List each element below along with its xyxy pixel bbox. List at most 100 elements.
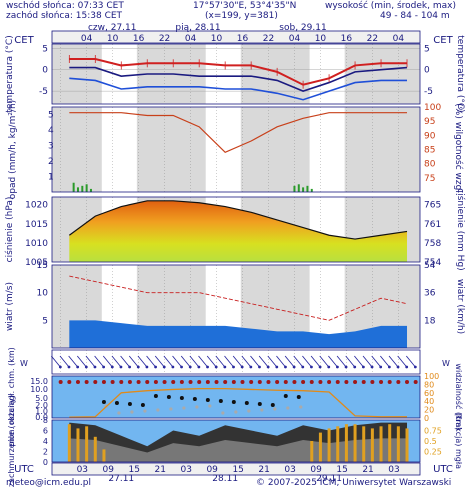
night-shade — [52, 44, 102, 104]
temp-series-line — [69, 66, 408, 92]
pressure-ytick-right: 754 — [424, 258, 441, 268]
wind-direction-arrow — [310, 355, 321, 368]
wind-direction-arrow — [128, 355, 139, 368]
precip-bar — [297, 184, 300, 192]
cloud-layer-dot — [273, 407, 277, 411]
fog-bar — [362, 426, 366, 462]
fog-bar — [405, 428, 409, 462]
wind-arrow-head — [387, 365, 391, 369]
bottom-hour-label: 03 — [388, 465, 399, 475]
temp-ytick-right: 5 — [424, 44, 430, 54]
wind-direction-arrow — [336, 355, 347, 368]
visibility-ytick: 20 — [424, 406, 434, 415]
wind-arrow-head — [396, 365, 400, 369]
coordinates-text: 17°57'30"E, 53°4'35"N — [193, 1, 297, 11]
top-hour-label: 04 — [81, 34, 93, 44]
cloud-top-dot — [396, 380, 401, 384]
cloud-top-dot — [188, 380, 193, 384]
cloud-top-dot — [249, 380, 254, 384]
temp-ytick-right: 0 — [424, 66, 430, 76]
fog-ytick: 0.75 — [424, 427, 442, 436]
top-hour-label: 10 — [315, 34, 327, 44]
temp-ytick-right: -5 — [424, 87, 433, 97]
cloud-top-dot — [145, 380, 150, 384]
cloudcover-ytick: 2 — [43, 448, 48, 457]
wind-direction-arrow — [172, 355, 182, 368]
wind-arrow-head — [180, 365, 183, 369]
wind-direction-arrow — [319, 355, 330, 368]
grid-coords-text: (x=199, y=381) — [205, 11, 278, 21]
temp-series-line — [69, 58, 408, 86]
wind-arrow-head — [145, 365, 149, 369]
night-shade — [240, 44, 310, 104]
wind-direction-arrow — [189, 355, 200, 368]
compass-w-right: W — [442, 359, 450, 368]
wind-area — [69, 320, 408, 348]
cloud-top-dot — [292, 380, 297, 384]
cloud-top-dot — [231, 380, 236, 384]
tz-top-right: CET — [433, 35, 453, 46]
wind-arrow-head — [67, 365, 71, 369]
cloud-top-dot — [93, 380, 98, 384]
pressure-area — [69, 200, 408, 262]
humidity-ytick: 85 — [424, 146, 435, 156]
cloud-top-dot — [370, 380, 375, 384]
bottom-hour-label: 21 — [362, 465, 373, 475]
cloud-layer-dot — [208, 404, 212, 408]
cloud-layer-dot — [270, 403, 275, 407]
tz-top-left: CET — [14, 35, 34, 46]
pressure-ytick-right: 761 — [424, 220, 441, 230]
wind-arrow-head — [292, 365, 296, 369]
wind-arrow-head — [162, 365, 166, 369]
cloud-layer-dot — [296, 395, 301, 399]
visibility-ytick: 100 — [424, 372, 439, 381]
wind-ytick-left: 10 — [37, 289, 49, 299]
night-shade — [52, 107, 102, 192]
panel-frame — [51, 196, 421, 263]
cloud-ylabel: pion. rozciągł. chm. (km) — [7, 347, 16, 447]
wind-arrow-head — [136, 365, 140, 369]
cloud-layer-dot — [182, 406, 186, 410]
cloud-top-dot — [119, 380, 124, 384]
cloud-ytick: 1.0 — [35, 407, 48, 416]
cloud-top-dot — [171, 380, 176, 384]
footer-email[interactable]: meteo@icm.edu.pl — [6, 478, 91, 488]
humidity-ytick: 75 — [424, 174, 435, 184]
cloud-top-dot — [275, 380, 280, 384]
wind-arrow-head — [102, 365, 106, 369]
humidity-line — [69, 112, 408, 154]
fog-bar — [396, 426, 400, 462]
precip-ytick: 5 — [48, 111, 54, 121]
cloud-top-dot — [223, 380, 228, 384]
cloud-top-dot — [387, 380, 392, 384]
cloud-layer-dot — [286, 406, 290, 410]
cloud-ytick: 5.0 — [35, 394, 48, 403]
wind-arrow-head — [310, 365, 313, 369]
wind-direction-arrow — [68, 355, 78, 368]
wind-direction-arrow — [397, 355, 408, 368]
wind-arrow-head — [379, 365, 383, 369]
top-hour-label: 16 — [237, 34, 249, 44]
panel-frame — [51, 419, 421, 463]
cloudcover-ylabel: zachmurzenie (oktany) — [7, 395, 16, 487]
cloud-layer-dot — [130, 410, 134, 414]
day-label-top: sob, 29.11 — [279, 23, 326, 33]
wind-arrow-head — [370, 365, 374, 369]
wind-arrow-head — [232, 365, 235, 369]
cloud-layer-dot — [117, 411, 121, 415]
precip-bar — [72, 182, 75, 192]
cloud-top-dot — [58, 380, 63, 384]
precip-bar — [76, 187, 79, 192]
cloud-layer-dot — [299, 405, 303, 409]
cloud-layer-dot — [192, 397, 197, 401]
cloud-layer-dot — [127, 402, 132, 406]
footer-copyright: © 2007-2025 ICM, Uniwersytet Warszawski — [256, 478, 452, 488]
bottom-hour-label: 21 — [258, 465, 269, 475]
cloud-top-dot — [67, 380, 72, 384]
bottom-hour-label: 09 — [206, 465, 218, 475]
cloud-layer-dot — [179, 396, 184, 400]
wind-direction-arrow — [137, 355, 148, 368]
wind-direction-arrow — [198, 355, 208, 368]
